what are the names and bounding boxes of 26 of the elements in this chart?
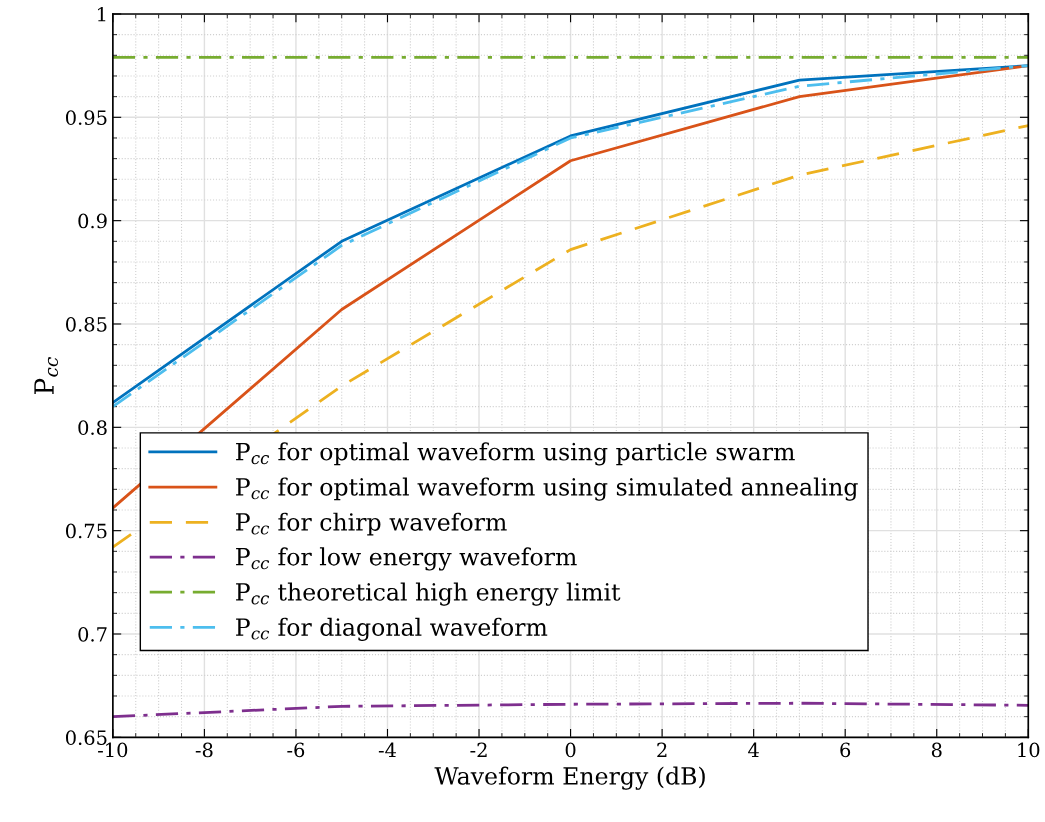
x-tick-label: 8: [931, 742, 942, 758]
x-axis-title: Waveform Energy (dB): [434, 766, 705, 790]
legend-label: P$_{cc}$ for low energy waveform: [236, 547, 577, 571]
x-tick-label: 10: [1018, 742, 1040, 758]
legend-label: P$_{cc}$ for optimal waveform using simulated annealing: [236, 477, 858, 501]
y-tick-label: 0.75: [65, 523, 107, 539]
legend-label: P$_{cc}$ for diagonal waveform: [236, 617, 548, 641]
legend-label: P$_{cc}$ theoretical high energy limit: [236, 582, 621, 606]
x-tick-label: -4: [378, 742, 396, 757]
x-tick-label: -8: [195, 742, 213, 758]
y-tick-label: 0.85: [65, 316, 107, 332]
x-tick-label: -2: [470, 742, 487, 757]
y-tick-label: 0.7: [78, 626, 107, 642]
y-tick-label: 0.95: [65, 110, 107, 125]
x-tick-label: 6: [840, 742, 851, 758]
x-tick-label: 4: [748, 742, 759, 757]
y-tick-label: 1: [98, 6, 106, 22]
y-tick-label: 0.9: [78, 213, 107, 229]
legend-label: P$_{cc}$ for chirp waveform: [236, 512, 507, 536]
line-series: [112, 701, 1029, 719]
x-tick-label: -6: [287, 742, 305, 758]
legend-label: P$_{cc}$ for optimal waveform using particle swarm: [236, 442, 795, 466]
x-tick-label: 0: [565, 742, 576, 758]
y-tick-label: 0.8: [78, 420, 107, 435]
y-axis-title: P$_{cc}$: [34, 357, 59, 394]
x-tick-label: 2: [657, 742, 667, 757]
